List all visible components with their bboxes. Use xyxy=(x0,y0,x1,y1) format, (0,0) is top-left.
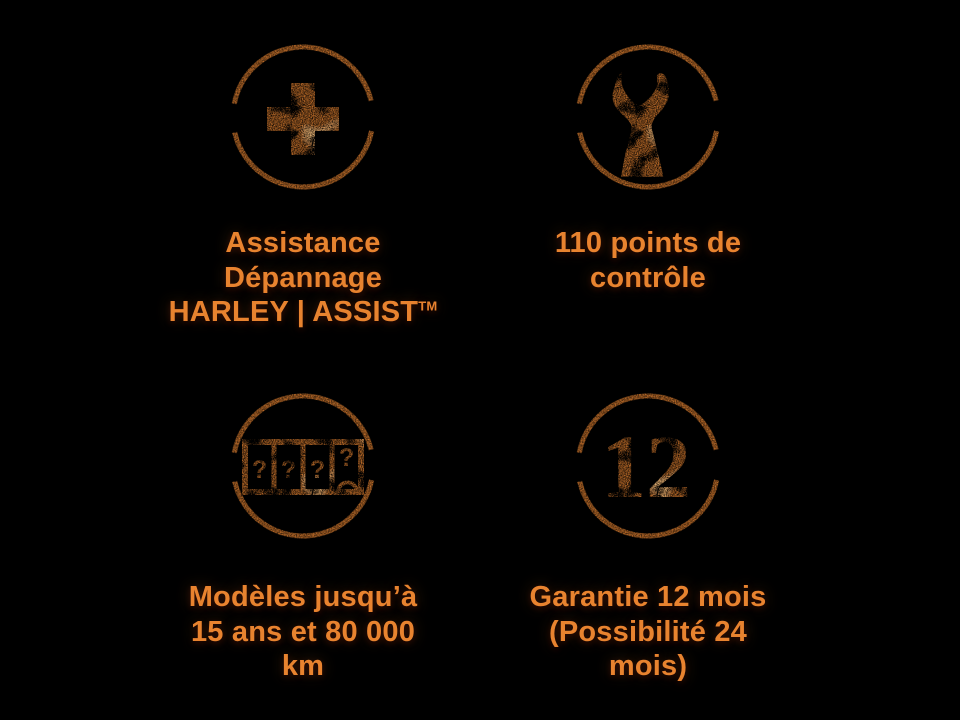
svg-text:?: ? xyxy=(310,456,325,484)
svg-text:?: ? xyxy=(252,456,267,484)
svg-text:?: ? xyxy=(281,456,296,484)
svg-text:12: 12 xyxy=(601,418,691,517)
svg-text:?: ? xyxy=(339,444,354,472)
